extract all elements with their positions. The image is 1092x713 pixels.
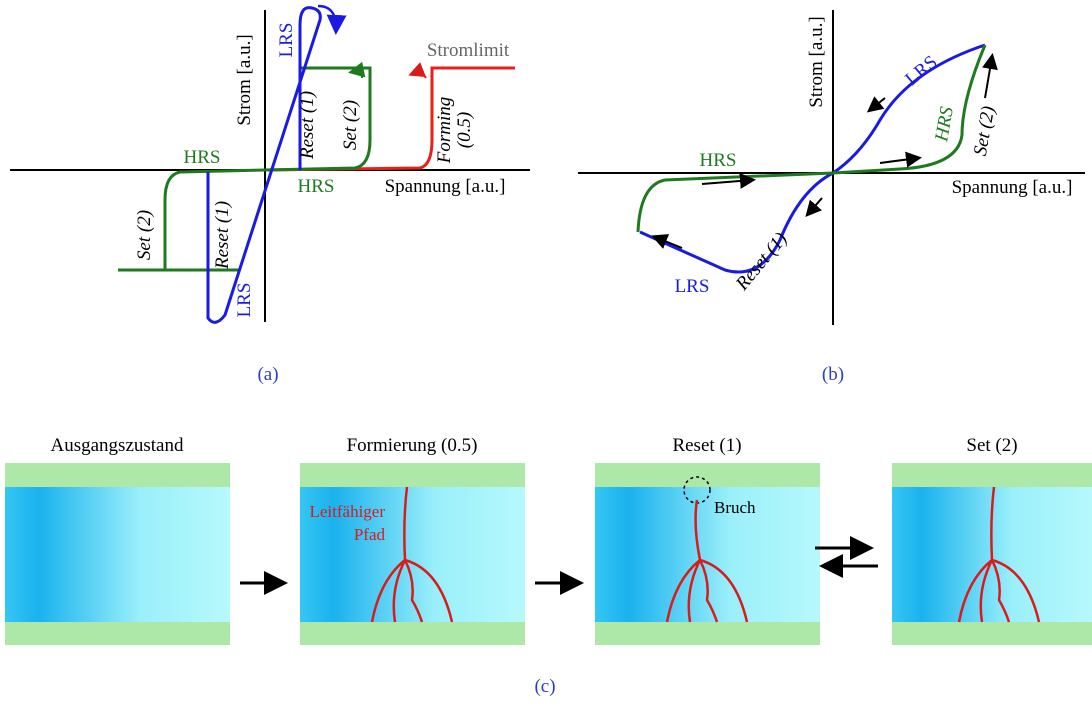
label: Reset (1) bbox=[212, 201, 233, 270]
label: HRS bbox=[700, 150, 737, 171]
label: LRS bbox=[234, 283, 255, 318]
stage-title: Reset (1) bbox=[672, 435, 741, 456]
panel-label: (b) bbox=[822, 364, 844, 385]
label: (0.5) bbox=[454, 112, 475, 148]
label: Forming bbox=[434, 97, 455, 165]
label: Reset (1) bbox=[731, 229, 791, 295]
stage-title: Formierung (0.5) bbox=[347, 435, 478, 456]
label: Bruch bbox=[714, 498, 756, 517]
label: Set (2) bbox=[340, 100, 361, 150]
label: Reset (1) bbox=[297, 91, 318, 160]
cell bbox=[892, 463, 1092, 645]
axis-label: Strom [a.u.] bbox=[806, 16, 827, 107]
figure: Strom [a.u.] Spannung [a.u.] Stromlimit … bbox=[0, 0, 1092, 713]
axis-label: Strom [a.u.] bbox=[234, 34, 255, 125]
label: LRS bbox=[901, 52, 941, 90]
arrow bbox=[412, 73, 426, 78]
label: HRS bbox=[298, 176, 335, 197]
arrow bbox=[352, 72, 362, 78]
panel-c: Ausgangszustand Formierung (0.5) Reset (… bbox=[5, 435, 1092, 697]
axis-label: Spannung [a.u.] bbox=[952, 177, 1073, 198]
panel-a-labels: Strom [a.u.] Spannung [a.u.] Stromlimit … bbox=[134, 23, 510, 385]
label: LRS bbox=[675, 276, 710, 297]
label: HRS bbox=[931, 105, 958, 144]
panel-label: (c) bbox=[534, 676, 555, 697]
stage-title: Set (2) bbox=[966, 435, 1017, 456]
label: Set (2) bbox=[970, 105, 999, 158]
axis-label: Spannung [a.u.] bbox=[385, 176, 506, 197]
lrs-curve bbox=[833, 45, 985, 173]
panel-b-labels: Strom [a.u.] Spannung [a.u.] LRS HRS Set… bbox=[675, 16, 1073, 385]
stage-title: Ausgangszustand bbox=[51, 435, 184, 456]
label: HRS bbox=[184, 147, 221, 168]
cell bbox=[300, 463, 525, 645]
label: Stromlimit bbox=[427, 40, 510, 61]
label: Set (2) bbox=[134, 210, 155, 260]
panel-b bbox=[578, 10, 1085, 325]
label: LRS bbox=[276, 23, 297, 58]
cell bbox=[5, 463, 230, 645]
lrs-curve bbox=[640, 173, 833, 272]
label: Leitfähiger bbox=[309, 502, 385, 521]
cell bbox=[595, 463, 820, 645]
label: Pfad bbox=[354, 525, 386, 544]
panel-label: (a) bbox=[257, 364, 278, 385]
